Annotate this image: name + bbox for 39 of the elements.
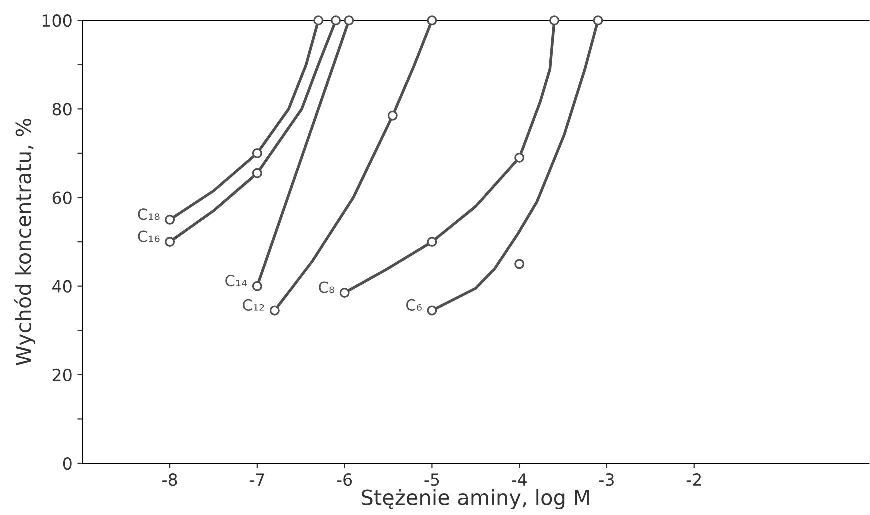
- series-label: C₁₈: [138, 208, 160, 220]
- x-tick-label: -2: [686, 474, 701, 486]
- point: [427, 16, 438, 26]
- x-axis-title: Stężenie aminy, log M: [362, 489, 590, 510]
- point: [427, 237, 438, 248]
- x-tick-label: -3: [599, 474, 614, 486]
- series-label: C₆: [406, 299, 422, 311]
- point: [314, 16, 324, 26]
- point: [550, 16, 560, 26]
- y-tick-label: 80: [52, 103, 72, 116]
- point: [427, 306, 438, 316]
- x-tick-label: -7: [250, 474, 264, 486]
- x-tick-label: -5: [424, 474, 440, 486]
- y-tick-label: 0: [63, 457, 72, 470]
- point: [331, 16, 342, 26]
- point: [344, 16, 354, 26]
- point: [593, 16, 604, 26]
- series-label: C₁₂: [243, 299, 264, 311]
- point: [388, 110, 398, 121]
- point: [514, 152, 525, 163]
- y-axis-title: Wychód koncentratu, %: [14, 118, 36, 366]
- point: [165, 214, 176, 225]
- series-label: C₁₄: [226, 275, 248, 287]
- x-tick-label: -8: [162, 474, 178, 486]
- x-tick-label: -4: [512, 474, 527, 486]
- point: [252, 148, 262, 158]
- point: [270, 306, 280, 316]
- y-tick-label: 20: [52, 368, 72, 382]
- point: [252, 281, 262, 292]
- point: [252, 168, 262, 178]
- point: [340, 288, 350, 298]
- point: [514, 259, 525, 270]
- point: [165, 237, 176, 248]
- series-label: C₁₆: [138, 230, 160, 242]
- x-tick-label: -6: [337, 474, 352, 486]
- y-tick-label: 40: [52, 280, 72, 293]
- y-tick-label: 60: [52, 192, 72, 204]
- y-tick-label: 100: [42, 14, 72, 28]
- series-label: C₈: [319, 282, 335, 294]
